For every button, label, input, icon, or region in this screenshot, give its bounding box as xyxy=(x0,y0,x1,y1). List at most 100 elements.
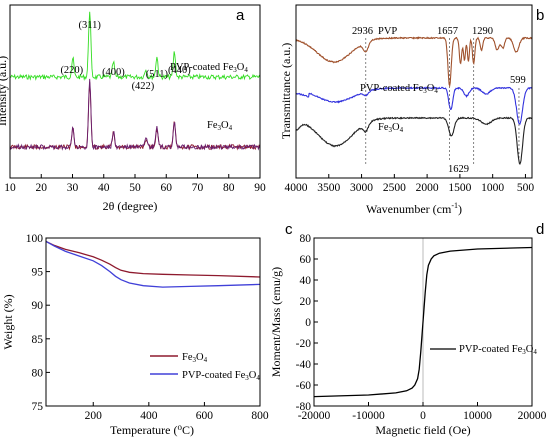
xrd-line-fe3o4-wine xyxy=(10,82,260,151)
panel-c-xtick-label: 800 xyxy=(251,410,269,422)
peak-label-1: (311) xyxy=(79,20,102,31)
xrd-line-fe3o4 xyxy=(10,78,260,151)
panel-a-xtick-label: 80 xyxy=(223,182,235,194)
legend-label-pvp-d: PVP-coated Fe3O4 xyxy=(459,344,537,356)
vsm-line-pvp-coated xyxy=(314,246,532,398)
xrd-line-pvp-coated xyxy=(10,11,260,81)
panel-b: 4000 3500 3000 2500 2000 1500 1000 500 b Wavenu… xyxy=(279,4,544,216)
panel-c-ticks: 200 400 600 800 75 80 85 90 95 100 xyxy=(26,233,269,422)
panel-d-series xyxy=(314,246,532,398)
panel-c-xlabel: Temperature (oC) xyxy=(110,422,194,437)
panel-d-ytick-label: 80 xyxy=(300,233,312,245)
panel-d-xtick-label: 20000 xyxy=(518,410,547,422)
panel-b-xtick-label: 3000 xyxy=(350,182,373,194)
panel-a-xtick-label: 50 xyxy=(129,182,141,194)
panel-b-label: b xyxy=(536,7,544,24)
panel-c-ytick-label: 85 xyxy=(32,334,44,346)
panel-c-series xyxy=(46,240,260,288)
panel-b-series xyxy=(296,36,532,166)
ftir-line-pvp xyxy=(296,36,532,88)
panel-d-xtick-label: 10000 xyxy=(463,410,492,422)
peak-label-3: (422) xyxy=(132,81,155,92)
peak-label-2: (400) xyxy=(102,67,125,78)
panel-a-xtick-label: 20 xyxy=(36,182,48,194)
panel-c-legend: Fe3O4 PVP-coated Fe3O4 xyxy=(150,352,260,382)
panel-a-label: a xyxy=(236,7,245,24)
panel-b-xtick-label: 2000 xyxy=(416,182,439,194)
peak-label-5: (440) xyxy=(168,65,191,76)
panel-d-xlabel: Magnetic field (Oe) xyxy=(375,423,470,437)
panel-c-ytick-label: 80 xyxy=(32,367,44,379)
panel-c-ytick-label: 95 xyxy=(32,267,44,279)
peak-label-0: (220) xyxy=(60,65,83,76)
panel-b-xtick-label: 4000 xyxy=(285,182,308,194)
panel-a-series xyxy=(10,11,260,151)
panel-c-xtick-label: 400 xyxy=(140,410,158,422)
legend-label-fe3o4: Fe3O4 xyxy=(182,352,208,364)
panel-c-xtick-label: 600 xyxy=(196,410,214,422)
annotation-1657: 1657 xyxy=(437,26,458,37)
panel-d-ytick-label: 20 xyxy=(300,296,312,308)
panel-d-ytick-label: 40 xyxy=(300,275,312,287)
panel-d-xtick-label: -20000 xyxy=(298,410,331,422)
panel-a-ylabel: Intensity (a.u.) xyxy=(0,56,9,126)
panel-b-frame xyxy=(295,4,533,179)
panel-a-ticks: 10 20 30 40 50 60 70 80 90 xyxy=(4,174,266,194)
panel-b-legend-pvp-coated: PVP-coated Fe3O4 xyxy=(360,83,438,95)
panel-d-ylabel: Moment/Mass (emu/g) xyxy=(269,267,283,377)
panel-b-legend-fe3o4: Fe3O4 xyxy=(378,122,404,134)
panel-d-ytick-label: -80 xyxy=(296,401,312,413)
panel-a-xtick-label: 70 xyxy=(192,182,204,194)
legend-label-pvp: PVP-coated Fe3O4 xyxy=(182,370,260,382)
panel-b-xtick-label: 1000 xyxy=(481,182,504,194)
annotation-1629: 1629 xyxy=(448,164,469,175)
panel-d-ytick-label: -20 xyxy=(296,338,312,350)
panel-d-xtick-label: 0 xyxy=(420,410,426,422)
panel-b-xtick-label: 3500 xyxy=(317,182,340,194)
panel-c-label: c xyxy=(285,221,293,238)
panel-d-ytick-label: -60 xyxy=(296,380,312,392)
panel-b-xtick-label: 1500 xyxy=(448,182,471,194)
panel-c-xtick-label: 200 xyxy=(85,410,103,422)
panel-d-xtick-label: -10000 xyxy=(352,410,385,422)
tga-line-fe3o4 xyxy=(46,240,260,278)
panel-a-legend-pvp: PVP-coated Fe3O4 xyxy=(170,62,248,74)
panel-c-ytick-label: 90 xyxy=(32,300,44,312)
panel-a-xtick-label: 90 xyxy=(254,182,266,194)
panel-b-xlabel: Wavenumber (cm-1) xyxy=(366,201,462,216)
ftir-line-fe3o4 xyxy=(296,116,532,166)
panel-b-ylabel: Transmittance (a.u.) xyxy=(279,43,293,140)
panel-b-guide-lines xyxy=(365,38,520,164)
peak-label-4: (511) xyxy=(146,69,169,80)
panel-b-xtick-label: 2500 xyxy=(383,182,406,194)
panel-a-xtick-label: 10 xyxy=(4,182,16,194)
annotation-pvp: PVP xyxy=(378,26,397,37)
ftir-line-pvp-coated xyxy=(296,86,532,126)
panel-d-ytick-label: 60 xyxy=(300,254,312,266)
panel-a: 10 20 30 40 50 60 70 80 90 a 2θ (degree) Intensi… xyxy=(0,4,266,213)
panel-d-ticks: -20000 -10000 0 10000 20000 -80 -60 -40 -20 0 20 40… xyxy=(296,233,547,422)
annotation-1290: 1290 xyxy=(472,26,493,37)
panel-d-ytick-label: -40 xyxy=(296,359,312,371)
panel-a-legend-fe3o4: Fe3O4 xyxy=(207,120,233,132)
panel-c-ylabel: Weight (%) xyxy=(1,294,15,349)
panel-b-ticks: 4000 3500 3000 2500 2000 1500 1000 500 xyxy=(285,174,535,194)
panel-a-xlabel: 2θ (degree) xyxy=(103,199,158,213)
panel-a-peak-labels: (220) (311) (400) (422)(511) (440) xyxy=(60,20,191,92)
panel-b-xtick-label: 500 xyxy=(517,182,535,194)
panel-c-ytick-label: 75 xyxy=(32,401,44,413)
panel-d-ytick-label: 0 xyxy=(305,317,311,329)
panel-c: 200 400 600 800 75 80 85 90 95 100 c Temperature … xyxy=(1,221,293,437)
annotation-599: 599 xyxy=(510,75,526,86)
tga-line-pvp-coated xyxy=(46,240,260,288)
panel-a-xtick-label: 30 xyxy=(67,182,79,194)
panel-c-frame xyxy=(45,237,261,407)
panel-d-legend: PVP-coated Fe3O4 xyxy=(430,344,537,356)
panel-c-ytick-label: 100 xyxy=(26,233,44,245)
panel-d: -20000 -10000 0 10000 20000 -80 -60 -40 -20 0 20 40… xyxy=(269,221,547,437)
panel-d-label: d xyxy=(536,221,544,238)
annotation-2936: 2936 xyxy=(352,26,373,37)
panel-a-xtick-label: 60 xyxy=(161,182,173,194)
panel-a-xtick-label: 40 xyxy=(98,182,110,194)
